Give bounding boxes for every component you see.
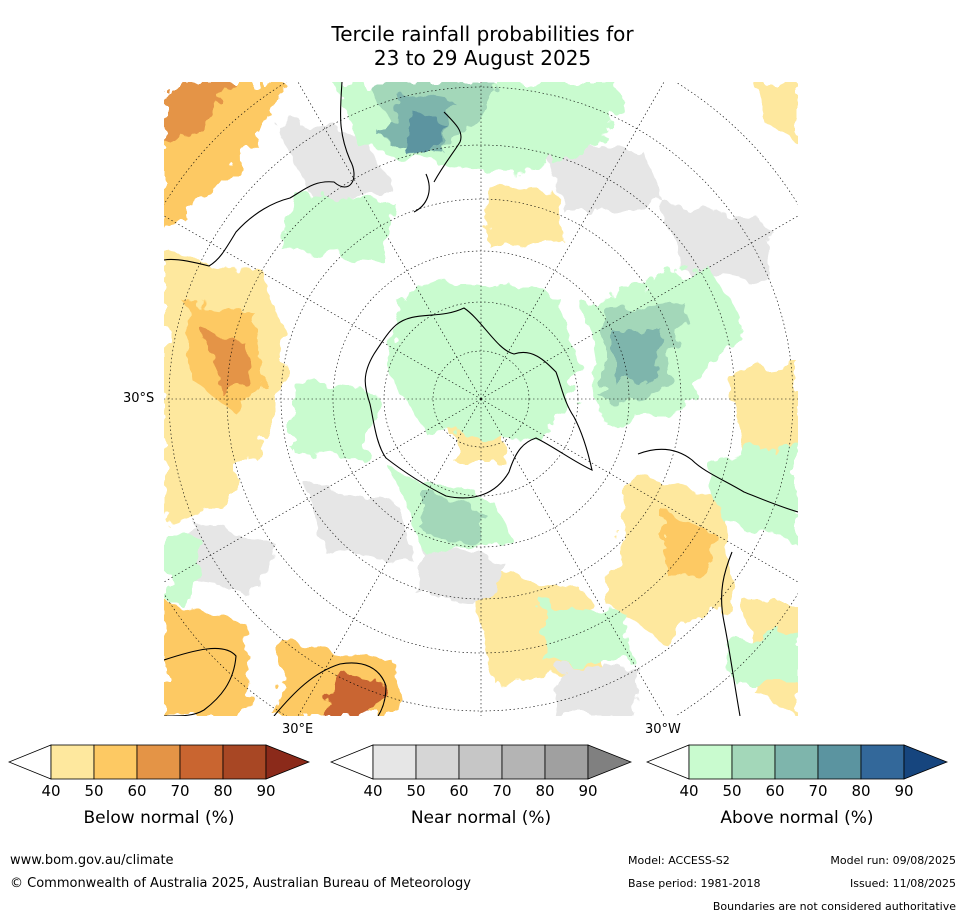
above-swatch-0 <box>688 744 733 780</box>
below-extend-high <box>265 744 310 780</box>
below-swatch-4 <box>222 744 267 780</box>
footer-issued: Issued: 11/08/2025 <box>849 877 956 890</box>
near-swatch-1 <box>415 744 460 780</box>
below-swatch-2 <box>136 744 181 780</box>
near-swatch-4 <box>544 744 589 780</box>
lon-label-30e: 30°E <box>282 722 314 737</box>
south-america-coast <box>637 448 798 716</box>
below-tick-label: 90 <box>256 782 276 800</box>
colorbar-below-normal <box>8 744 310 780</box>
below-swatch-0 <box>50 744 95 780</box>
above-swatch-3 <box>817 744 862 780</box>
colorbar-label-above: Above normal (%) <box>720 808 874 828</box>
antarctica-coast <box>364 307 593 499</box>
map-title-line-2: 23 to 29 August 2025 <box>373 46 592 70</box>
below-extend-low <box>8 744 52 780</box>
above-tick-label: 80 <box>851 782 871 800</box>
above-swatch-4 <box>860 744 905 780</box>
below-tick-label: 80 <box>213 782 233 800</box>
near-extend-low <box>330 744 374 780</box>
africa-coast <box>164 647 387 716</box>
below-swatch-1 <box>93 744 138 780</box>
footer-base-period: Base period: 1981-2018 <box>628 877 761 890</box>
lat-label-30s: 30°S <box>123 391 155 406</box>
australia-coast <box>164 82 355 267</box>
near-swatch-3 <box>501 744 546 780</box>
below-tick-label: 70 <box>170 782 190 800</box>
near-tick-label: 60 <box>449 782 469 800</box>
above-extend-low <box>646 744 690 780</box>
footer-url: www.bom.gov.au/climate <box>10 853 174 868</box>
below-tick-label: 50 <box>84 782 104 800</box>
colorbar-above-normal <box>646 744 948 780</box>
below-tick-label: 60 <box>127 782 147 800</box>
above-tick-label: 50 <box>722 782 742 800</box>
near-swatch-2 <box>458 744 503 780</box>
new-zealand-south <box>413 173 430 213</box>
near-tick-label: 80 <box>535 782 555 800</box>
polar-rainfall-map <box>164 82 798 716</box>
near-tick-label: 90 <box>578 782 598 800</box>
colorbar-label-near: Near normal (%) <box>410 808 552 828</box>
graticule <box>164 82 798 716</box>
near-extend-high <box>587 744 632 780</box>
above-tick-label: 70 <box>808 782 828 800</box>
footer-copyright: © Commonwealth of Australia 2025, Austra… <box>10 876 471 891</box>
lon-label-30w: 30°W <box>645 722 681 737</box>
footer-model: Model: ACCESS-S2 <box>628 854 730 867</box>
above-extend-high <box>903 744 948 780</box>
below-swatch-3 <box>179 744 224 780</box>
near-tick-label: 70 <box>492 782 512 800</box>
footer-disclaimer: Boundaries are not considered authoritat… <box>712 900 956 913</box>
probability-shading <box>164 82 798 716</box>
above-tick-label: 40 <box>679 782 699 800</box>
new-zealand-north <box>433 111 462 183</box>
map-title-line-1: Tercile rainfall probabilities for <box>331 22 634 46</box>
above-swatch-1 <box>731 744 776 780</box>
above-tick-label: 90 <box>894 782 914 800</box>
footer-model-run: Model run: 09/08/2025 <box>830 854 956 867</box>
below-tick-label: 40 <box>41 782 61 800</box>
above-tick-label: 60 <box>765 782 785 800</box>
near-tick-label: 50 <box>406 782 426 800</box>
near-tick-label: 40 <box>363 782 383 800</box>
colorbar-label-below: Below normal (%) <box>83 808 235 828</box>
colorbar-near-normal <box>330 744 632 780</box>
above-swatch-2 <box>774 744 819 780</box>
coastlines <box>164 82 798 716</box>
near-swatch-0 <box>372 744 417 780</box>
